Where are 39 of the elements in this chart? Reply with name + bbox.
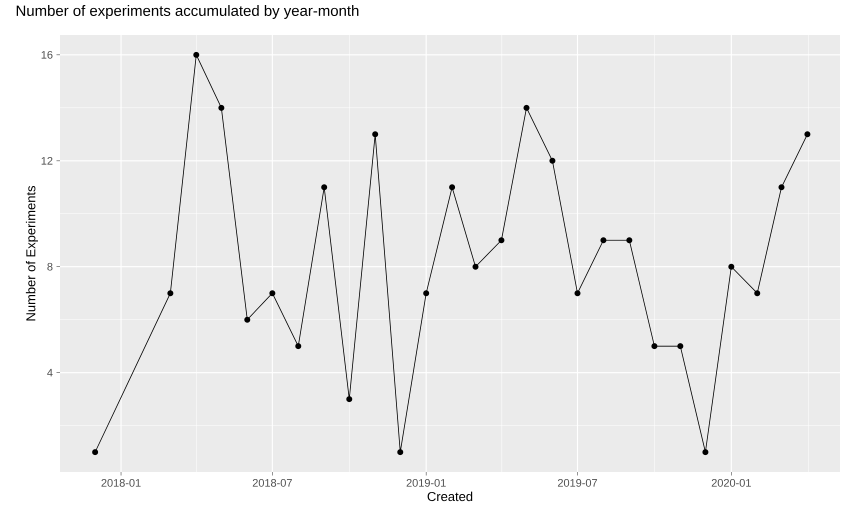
point <box>346 396 352 402</box>
y-tick-label: 16 <box>42 50 53 59</box>
point <box>702 449 708 456</box>
x-tick-label: 2018-07 <box>252 479 292 487</box>
x-tick-label: 2018-01 <box>101 479 141 487</box>
point <box>524 104 530 111</box>
point <box>218 104 224 111</box>
point <box>372 131 378 138</box>
y-tick-label: 12 <box>42 156 52 165</box>
point <box>804 131 810 138</box>
point <box>397 449 404 456</box>
point <box>574 290 580 296</box>
x-tick-label: 2020-01 <box>712 479 751 487</box>
y-axis-title: Number of Experiments <box>26 186 38 320</box>
point <box>449 184 456 190</box>
point <box>193 52 200 58</box>
point <box>549 158 556 164</box>
point <box>754 290 760 296</box>
point <box>244 316 250 323</box>
x-tick-label: 2019-07 <box>558 479 598 487</box>
x-tick-label: 2019-01 <box>406 479 446 487</box>
chart-title: Number of experiments accumulated by year-month <box>16 5 358 19</box>
point <box>423 290 430 296</box>
y-tick-label: 4 <box>47 368 53 376</box>
point <box>92 449 98 456</box>
point <box>321 184 328 190</box>
point <box>167 290 174 296</box>
point <box>295 343 302 350</box>
point <box>778 184 784 190</box>
point <box>472 264 479 270</box>
y-tick-label: 8 <box>47 262 53 271</box>
x-axis-title: Created <box>428 492 472 502</box>
point <box>626 237 632 244</box>
point <box>728 264 734 270</box>
point <box>600 237 606 244</box>
point <box>269 290 276 296</box>
point <box>651 343 658 350</box>
point <box>498 237 504 244</box>
point <box>677 343 684 350</box>
